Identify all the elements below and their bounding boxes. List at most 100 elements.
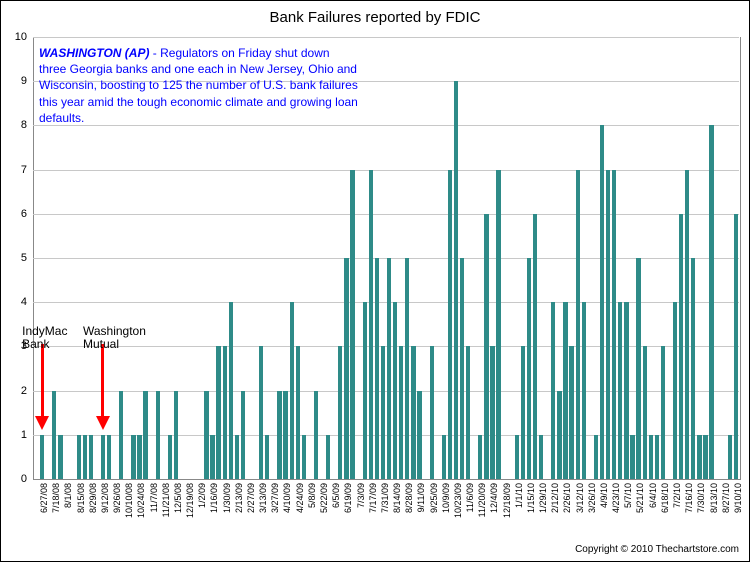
bar bbox=[381, 346, 385, 479]
bar bbox=[454, 81, 458, 479]
callout-label: WashingtonMutual bbox=[83, 325, 146, 351]
bar bbox=[636, 258, 640, 479]
bar bbox=[551, 302, 555, 479]
y-axis-label: 2 bbox=[3, 385, 27, 397]
bar bbox=[393, 302, 397, 479]
bar bbox=[277, 391, 281, 479]
x-axis-label: 12/18/09 bbox=[502, 483, 512, 518]
bar bbox=[350, 170, 354, 479]
x-axis-label: 1/2/09 bbox=[197, 483, 207, 508]
x-axis-label: 8/28/09 bbox=[404, 483, 414, 513]
x-axis-label: 10/23/09 bbox=[453, 483, 463, 518]
x-axis-label: 6/4/10 bbox=[648, 483, 658, 508]
bar bbox=[338, 346, 342, 479]
bar bbox=[369, 170, 373, 479]
x-axis-label: 9/26/08 bbox=[112, 483, 122, 513]
bar bbox=[411, 346, 415, 479]
bar bbox=[728, 435, 732, 479]
x-axis-label: 2/13/09 bbox=[234, 483, 244, 513]
x-axis-label: 4/10/09 bbox=[282, 483, 292, 513]
x-axis-label: 8/27/10 bbox=[721, 483, 731, 513]
y-axis-label: 0 bbox=[3, 473, 27, 485]
bar bbox=[210, 435, 214, 479]
x-axis-label: 7/17/09 bbox=[368, 483, 378, 513]
x-axis-label: 8/29/08 bbox=[88, 483, 98, 513]
y-axis-label: 5 bbox=[3, 252, 27, 264]
bar bbox=[265, 435, 269, 479]
bar bbox=[204, 391, 208, 479]
bar bbox=[77, 435, 81, 479]
x-axis-label: 7/30/10 bbox=[696, 483, 706, 513]
bar bbox=[576, 170, 580, 479]
bar bbox=[734, 214, 738, 479]
x-axis-label: 9/25/09 bbox=[429, 483, 439, 513]
x-axis-label: 6/5/09 bbox=[331, 483, 341, 508]
x-axis-label: 9/11/09 bbox=[416, 483, 426, 512]
bar bbox=[697, 435, 701, 479]
y-axis-label: 6 bbox=[3, 208, 27, 220]
bar bbox=[143, 391, 147, 479]
x-axis-label: 4/23/10 bbox=[611, 483, 621, 513]
bar bbox=[624, 302, 628, 479]
bar bbox=[302, 435, 306, 479]
x-axis-label: 1/16/09 bbox=[209, 483, 219, 513]
bar bbox=[89, 435, 93, 479]
bar bbox=[52, 391, 56, 479]
x-axis-label: 1/15/10 bbox=[526, 483, 536, 513]
bar bbox=[478, 435, 482, 479]
bar bbox=[229, 302, 233, 479]
bar bbox=[83, 435, 87, 479]
bar bbox=[107, 435, 111, 479]
callout-label: IndyMacBank bbox=[22, 325, 67, 351]
bar bbox=[600, 125, 604, 479]
bar bbox=[168, 435, 172, 479]
x-axis-label: 1/30/09 bbox=[222, 483, 232, 513]
x-axis-label: 1/29/10 bbox=[538, 483, 548, 513]
bar bbox=[119, 391, 123, 479]
bar bbox=[533, 214, 537, 479]
bar bbox=[709, 125, 713, 479]
y-axis-label: 4 bbox=[3, 296, 27, 308]
bar bbox=[539, 435, 543, 479]
bar bbox=[405, 258, 409, 479]
bar bbox=[582, 302, 586, 479]
chart-frame: Bank Failures reported by FDIC WASHINGTO… bbox=[0, 0, 750, 562]
x-axis-label: 3/12/10 bbox=[575, 483, 585, 513]
x-axis-label: 5/22/09 bbox=[319, 483, 329, 513]
bar bbox=[417, 391, 421, 479]
bar bbox=[363, 302, 367, 479]
bar bbox=[466, 346, 470, 479]
x-axis-label: 3/13/09 bbox=[258, 483, 268, 513]
bar bbox=[314, 391, 318, 479]
bar bbox=[673, 302, 677, 479]
bar bbox=[606, 170, 610, 479]
y-axis-label: 1 bbox=[3, 429, 27, 441]
bar bbox=[661, 346, 665, 479]
bar bbox=[630, 435, 634, 479]
bar bbox=[685, 170, 689, 479]
x-axis-label: 7/31/09 bbox=[380, 483, 390, 513]
bar bbox=[223, 346, 227, 479]
x-axis-label: 7/16/10 bbox=[684, 483, 694, 513]
bar bbox=[131, 435, 135, 479]
y-axis-label: 7 bbox=[3, 164, 27, 176]
x-axis-label: 7/2/10 bbox=[672, 483, 682, 508]
x-axis-label: 10/9/09 bbox=[441, 483, 451, 513]
bar bbox=[430, 346, 434, 479]
bar bbox=[679, 214, 683, 479]
x-axis-label: 8/1/08 bbox=[63, 483, 73, 508]
x-axis-label: 9/10/10 bbox=[733, 483, 743, 513]
x-axis-label: 7/3/09 bbox=[356, 483, 366, 508]
x-axis-label: 9/12/08 bbox=[100, 483, 110, 513]
bar bbox=[643, 346, 647, 479]
x-axis-label: 12/4/09 bbox=[489, 483, 499, 513]
x-axis-label: 11/6/09 bbox=[465, 483, 475, 512]
bar bbox=[484, 214, 488, 479]
bar bbox=[216, 346, 220, 479]
bar bbox=[496, 170, 500, 479]
x-axis-label: 8/15/08 bbox=[76, 483, 86, 513]
x-axis-label: 10/10/08 bbox=[124, 483, 134, 518]
x-axis-label: 12/19/08 bbox=[185, 483, 195, 518]
x-axis-label: 4/9/10 bbox=[599, 483, 609, 508]
bar bbox=[649, 435, 653, 479]
